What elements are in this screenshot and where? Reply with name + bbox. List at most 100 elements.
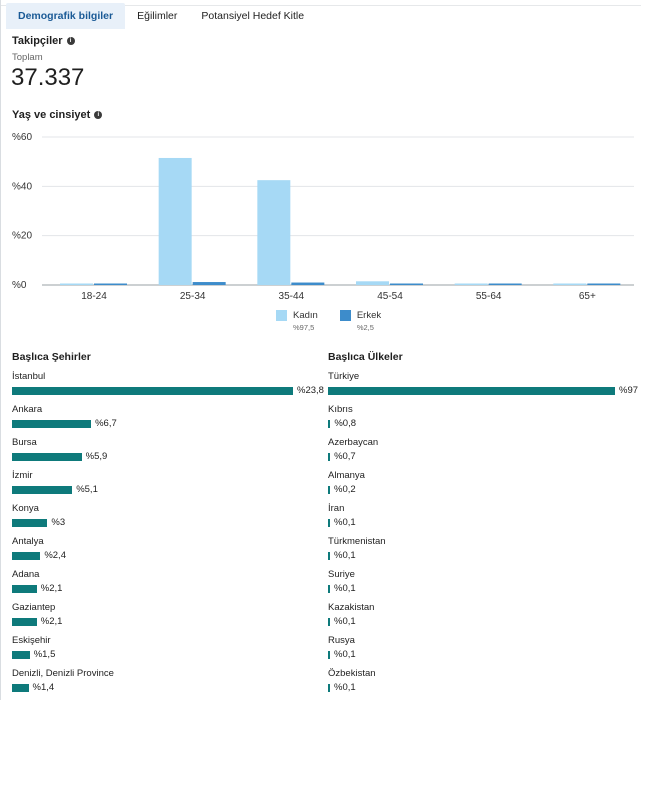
city-name: Bursa — [12, 437, 37, 448]
countries-title: Başlıca Ülkeler — [328, 351, 403, 363]
info-icon[interactable]: i — [94, 111, 103, 119]
city-bar — [12, 650, 30, 659]
total-label: Toplam — [12, 52, 43, 63]
country-name: Kazakistan — [328, 602, 375, 613]
city-bar-row: %23,8 — [12, 384, 324, 397]
city-value: %23,8 — [297, 385, 324, 396]
city-bar-row: %5,9 — [12, 450, 324, 463]
city-value: %3 — [51, 517, 66, 528]
x-tick-label: 65+ — [579, 291, 596, 302]
country-bar — [328, 419, 331, 428]
tab-trends[interactable]: Eğilimler — [137, 10, 178, 22]
country-name: Kıbrıs — [328, 404, 353, 415]
tab-potential-audience[interactable]: Potansiyel Hedef Kitle — [201, 10, 305, 22]
cities-list: İstanbul %23,8 Ankara %6,7 Bursa %5,9 İzmir %5,… — [12, 371, 324, 701]
x-tick-label: 45-54 — [377, 291, 403, 302]
country-value: %0,1 — [334, 583, 356, 594]
country-bar-row: %0,2 — [328, 483, 638, 496]
age-gender-chart: %0 %20 %40 %60 18-24 25-34 35-44 45-54 55-64 65+ — [12, 132, 634, 302]
city-bar-row: %1,5 — [12, 648, 324, 661]
country-item: Kazakistan %0,1 — [328, 602, 638, 635]
city-bar — [12, 485, 73, 494]
city-value: %2,1 — [40, 583, 63, 594]
city-value: %6,7 — [95, 418, 117, 429]
country-bar-row: %0,1 — [328, 516, 638, 529]
country-item: Türkmenistan %0,1 — [328, 536, 638, 569]
country-bar — [328, 650, 330, 659]
country-bar — [328, 518, 330, 527]
country-bar-row: %0,8 — [328, 417, 638, 430]
x-tick-label: 18-24 — [81, 291, 107, 302]
countries-list: Türkiye %97 Kıbrıs %0,8 Azerbaycan %0,7 Almany… — [328, 371, 638, 701]
country-value: %0,1 — [334, 616, 356, 627]
city-item: Ankara %6,7 — [12, 404, 324, 437]
country-bar-row: %0,7 — [328, 450, 638, 463]
country-item: Rusya %0,1 — [328, 635, 638, 668]
city-item: Adana %2,1 — [12, 569, 324, 602]
city-value: %5,9 — [85, 451, 108, 462]
tab-demographics[interactable]: Demografik bilgiler — [6, 3, 126, 29]
bar-male — [291, 282, 325, 285]
legend-pct-male: %2,5 — [356, 323, 374, 332]
legend-swatch-female — [276, 310, 287, 321]
legend-item-male[interactable]: Erkek %2,5 — [339, 310, 382, 332]
city-bar — [12, 584, 37, 593]
country-bar — [328, 551, 330, 560]
city-value: %5,1 — [76, 484, 98, 495]
chart-legend: Kadın %97,5 Erkek %2,5 — [276, 310, 381, 332]
city-bar-row: %6,7 — [12, 417, 324, 430]
bar-male — [488, 283, 522, 285]
bar-female — [158, 157, 192, 285]
country-bar-row: %0,1 — [328, 615, 638, 628]
country-value: %0,2 — [334, 484, 356, 495]
country-bar — [328, 386, 615, 395]
tab-bar: Demografik bilgiler Eğilimler Potansiyel… — [6, 3, 316, 29]
city-bar — [12, 617, 37, 626]
city-value: %2,1 — [40, 616, 63, 627]
city-name: Konya — [12, 503, 39, 514]
city-bar-row: %2,4 — [12, 549, 324, 562]
country-name: Rusya — [328, 635, 355, 646]
legend-label-female: Kadın — [293, 310, 318, 321]
city-value: %1,4 — [32, 682, 55, 693]
country-name: Özbekistan — [328, 668, 376, 679]
x-tick-label: 25-34 — [180, 291, 206, 302]
city-name: Denizli, Denizli Province — [12, 668, 114, 679]
info-icon[interactable]: i — [66, 37, 75, 45]
city-bar-row: %1,4 — [12, 681, 324, 694]
country-value: %0,1 — [334, 649, 356, 660]
city-name: Gaziantep — [12, 602, 56, 613]
bar-female — [257, 180, 291, 285]
age-gender-heading: Yaş ve cinsiyet i — [12, 109, 103, 121]
country-item: Almanya %0,2 — [328, 470, 638, 503]
legend-pct-female: %97,5 — [293, 323, 315, 332]
country-value: %0,1 — [334, 517, 356, 528]
country-value: %0,1 — [334, 682, 356, 693]
city-bar-row: %2,1 — [12, 615, 324, 628]
left-divider — [0, 0, 1, 700]
bar-male — [587, 283, 621, 285]
city-item: Konya %3 — [12, 503, 324, 536]
city-bar — [12, 419, 92, 428]
country-name: Suriye — [328, 569, 355, 580]
cities-title: Başlıca Şehirler — [12, 351, 91, 363]
x-tick-label: 35-44 — [279, 291, 305, 302]
city-bar — [12, 518, 48, 527]
country-bar — [328, 683, 330, 692]
legend-item-female[interactable]: Kadın %97,5 — [276, 310, 318, 332]
followers-title: Takipçiler — [12, 35, 63, 47]
country-name: Türkmenistan — [328, 536, 386, 547]
legend-label-male: Erkek — [356, 310, 382, 321]
city-item: Eskişehir %1,5 — [12, 635, 324, 668]
y-tick-label: %0 — [12, 280, 27, 291]
city-bar-row: %5,1 — [12, 483, 324, 496]
city-bar — [12, 551, 41, 560]
bar-male — [390, 283, 423, 285]
city-bar — [12, 452, 82, 461]
city-bar — [12, 683, 29, 692]
country-value: %0,8 — [334, 418, 357, 429]
country-name: Almanya — [328, 470, 365, 481]
city-name: Eskişehir — [12, 635, 51, 646]
country-value: %97 — [619, 385, 639, 396]
city-bar-row: %3 — [12, 516, 324, 529]
